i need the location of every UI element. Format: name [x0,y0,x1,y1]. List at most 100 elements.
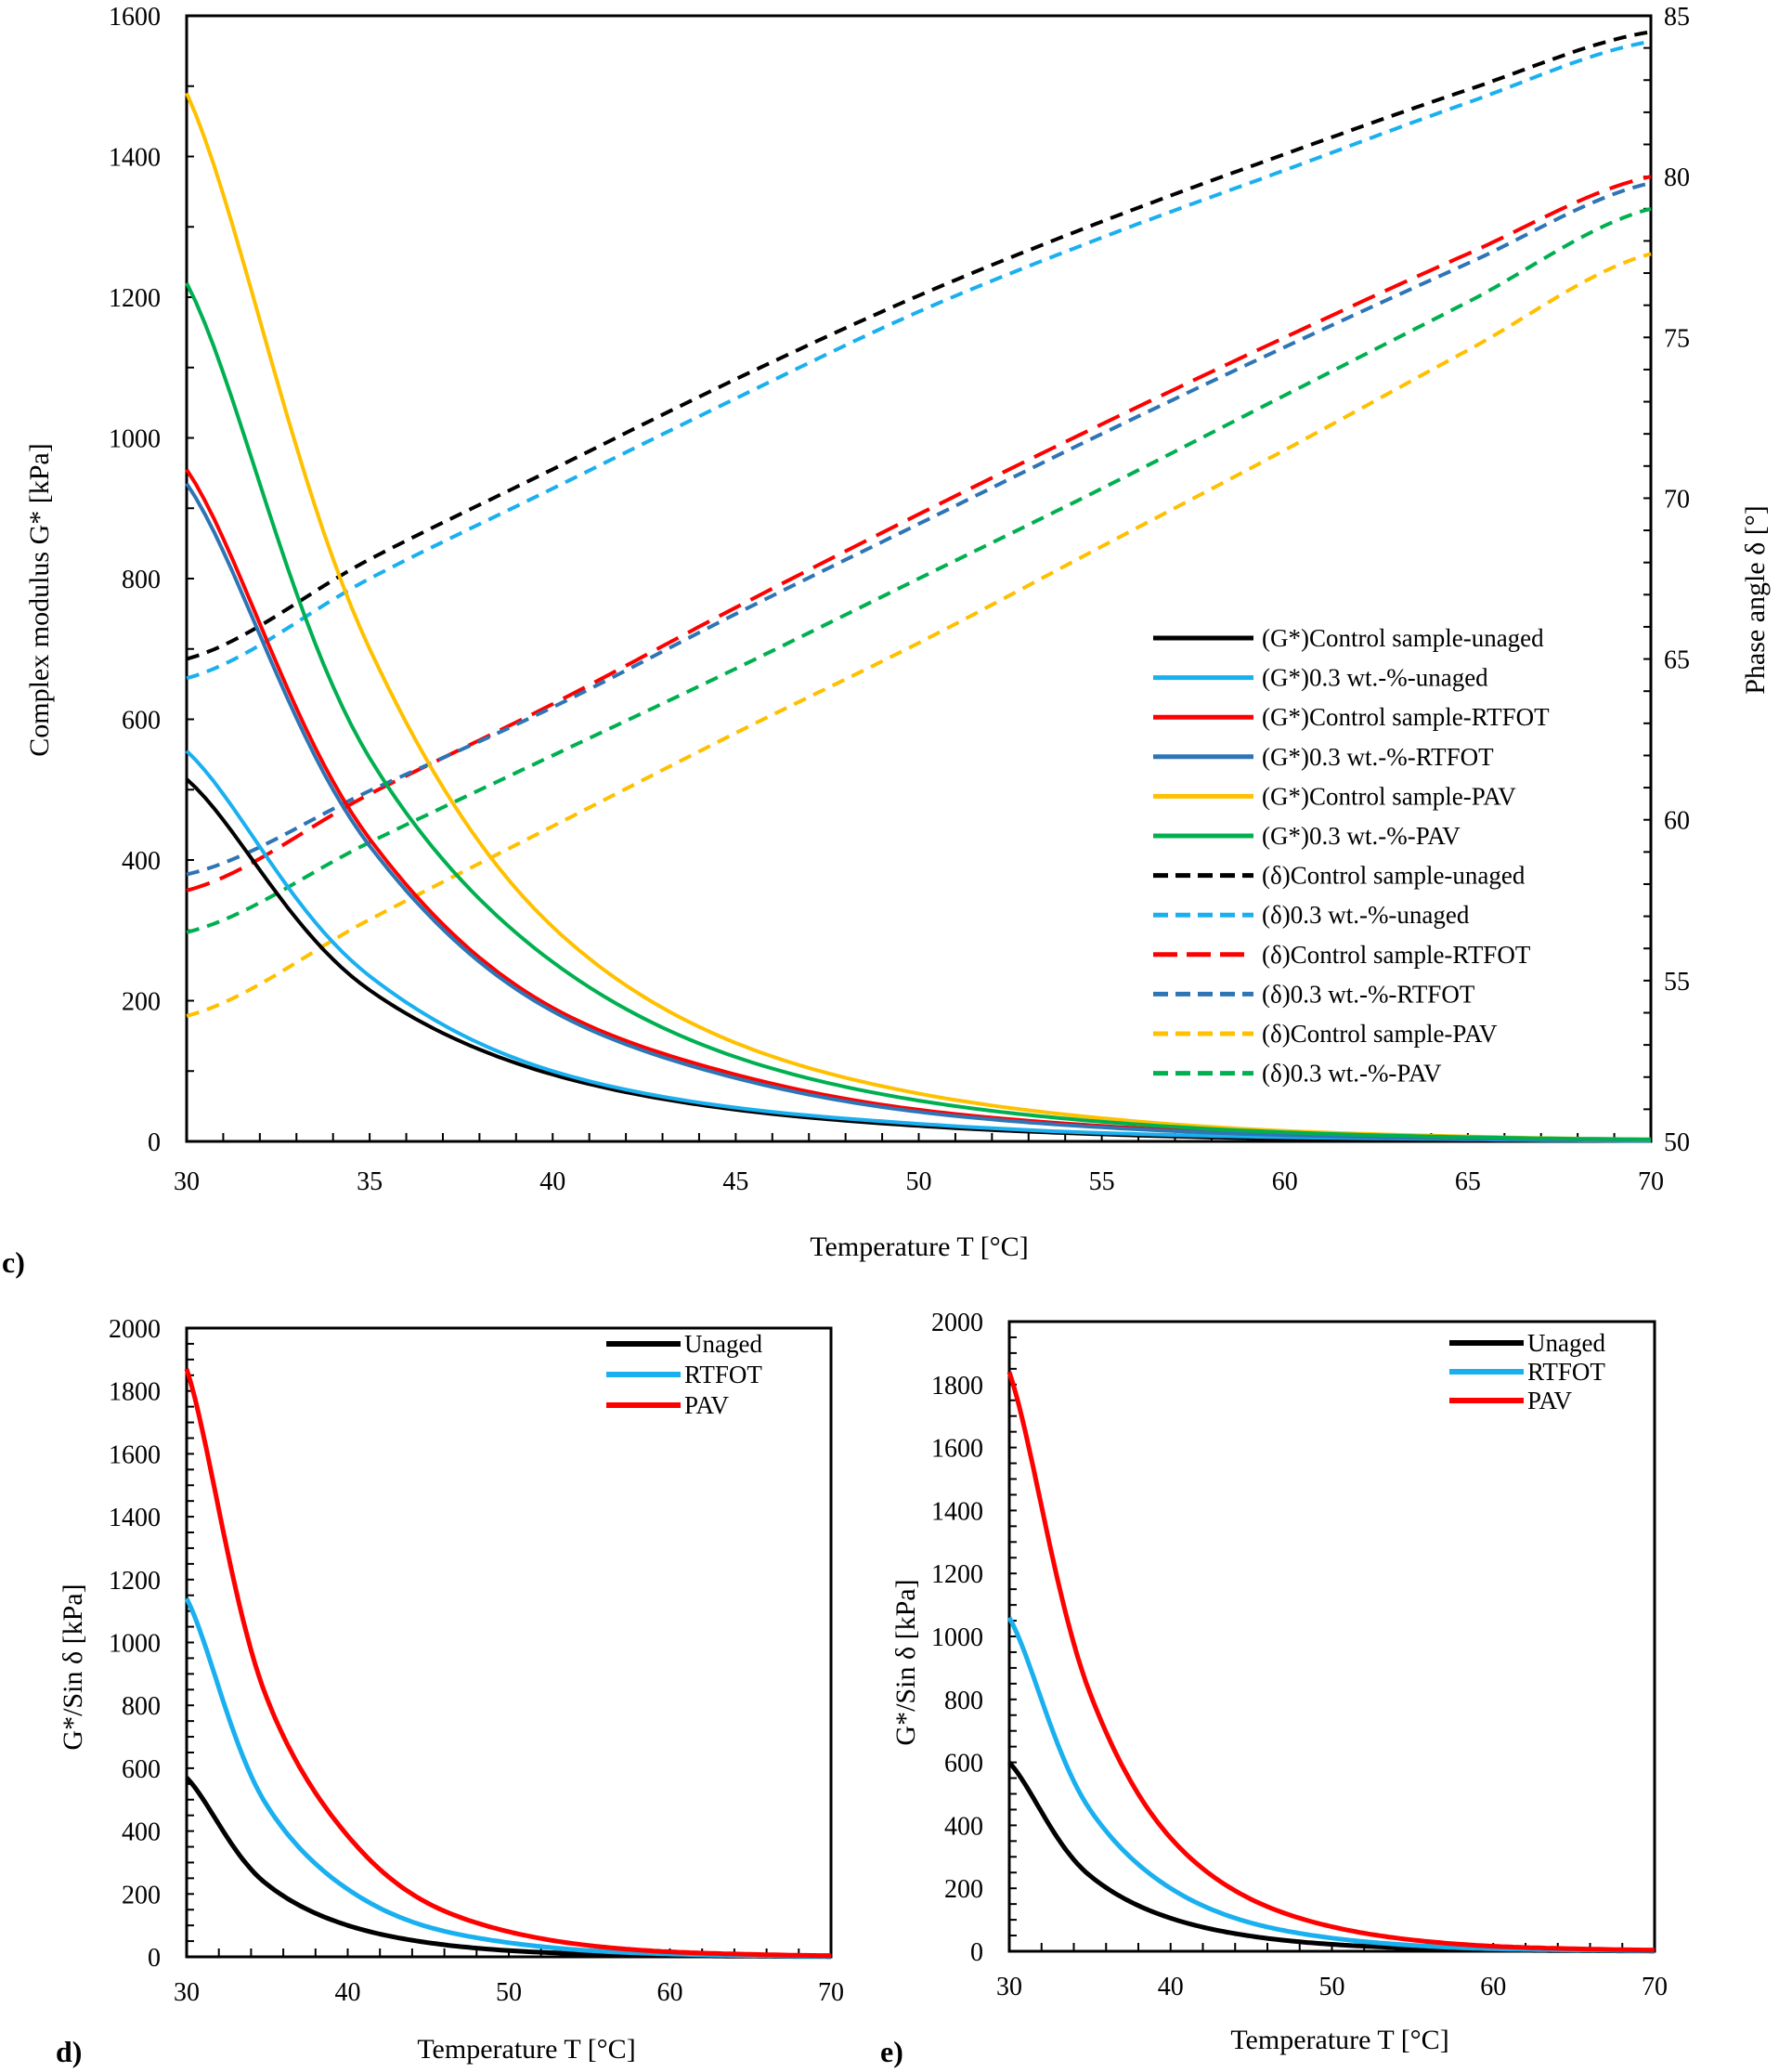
y-tick-label: 1200 [109,284,161,313]
plot-frame-d [185,1326,833,1959]
y2-tick-label: 65 [1664,646,1690,675]
series-line-6 [185,281,1651,1141]
x-tick-label: 65 [1455,1167,1481,1196]
y-axis-label: G*/Sin δ [kPa] [58,1583,88,1750]
x-tick-label: 40 [539,1167,565,1196]
series-line-8 [186,39,1652,681]
legend-label: Unaged [684,1330,762,1358]
y-tick-label: 400 [122,1818,161,1847]
y-tick-label: 800 [944,1687,983,1715]
series-line-1 [1007,1760,1655,1954]
y2-tick-label: 85 [1664,3,1690,32]
series-line-2 [1006,1616,1655,1953]
y-tick-label: 0 [148,1128,161,1157]
x-tick-label: 35 [357,1167,383,1196]
plot-frame-e [1007,1320,1656,1953]
y-tick-label: 1000 [931,1623,983,1652]
y-tick-label: 400 [122,847,161,876]
legend-label: (δ)0.3 wt.-%-PAV [1262,1060,1442,1088]
legend-label: (G*)0.3 wt.-%-unaged [1262,664,1488,692]
x-tick-label: 70 [818,1978,844,2007]
legend-label: (δ)Control sample-RTFOT [1262,941,1531,969]
y2-tick-label: 55 [1664,968,1690,997]
series-line-7 [186,30,1652,661]
x-tick-label: 45 [722,1167,748,1196]
series-line-3 [184,1368,831,1959]
x-tick-label: 70 [1638,1167,1664,1196]
legend-label: PAV [1527,1387,1573,1414]
legend-label: (G*)0.3 wt.-%-RTFOT [1262,743,1494,771]
legend-label: (G*)0.3 wt.-%-PAV [1262,822,1461,850]
x-axis-label: Temperature T [°C] [417,2034,635,2065]
legend-label: PAV [684,1391,730,1419]
y-tick-label: 400 [944,1812,983,1841]
y2-tick-label: 60 [1664,807,1690,836]
y2-axis-label: Phase angle δ [°] [1740,505,1771,695]
x-tick-label: 55 [1089,1167,1115,1196]
y-tick-label: 800 [122,566,161,594]
y-tick-label: 1200 [931,1560,983,1589]
y-tick-label: 2000 [931,1309,983,1337]
x-tick-label: 50 [906,1167,932,1196]
y2-tick-label: 75 [1664,324,1690,353]
legend-label: RTFOT [1527,1358,1605,1386]
x-axis-label: Temperature T [°C] [810,1231,1028,1262]
legend-label: (δ)0.3 wt.-%-RTFOT [1262,980,1475,1008]
y-tick-label: 1400 [931,1497,983,1526]
y-tick-label: 1200 [109,1567,161,1596]
y-tick-label: 200 [944,1875,983,1904]
y-tick-label: 0 [970,1938,983,1967]
y2-tick-label: 70 [1664,485,1690,514]
y-tick-label: 800 [122,1692,161,1721]
x-tick-label: 50 [1319,1973,1345,2001]
y-tick-label: 200 [122,988,161,1017]
y-tick-label: 600 [944,1750,983,1779]
panel-label: c) [2,1245,25,1279]
legend-label: (δ)0.3 wt.-%-unaged [1262,901,1470,929]
y2-tick-label: 50 [1664,1128,1690,1157]
legend-label: (δ)Control sample-PAV [1262,1020,1498,1048]
x-axis-label: Temperature T [°C] [1230,2025,1448,2055]
y-tick-label: 1600 [109,1440,161,1469]
y-tick-label: 1000 [109,1630,161,1659]
y-tick-label: 600 [122,707,161,736]
y-tick-label: 600 [122,1755,161,1784]
y-tick-label: 0 [148,1944,161,1973]
y-tick-label: 1000 [109,425,161,454]
x-tick-label: 60 [1480,1973,1506,2001]
legend-label: RTFOT [684,1361,762,1388]
series-line-2 [184,1597,831,1959]
y-axis-label: Complex modulus G* [kPa] [24,443,55,757]
y-tick-label: 1400 [109,1504,161,1532]
y-tick-label: 1800 [109,1378,161,1407]
y-tick-label: 200 [122,1881,161,1909]
x-tick-label: 30 [174,1978,200,2007]
legend-label: (G*)Control sample-unaged [1262,624,1544,652]
panel-label: d) [56,2035,82,2068]
series-line-9 [186,175,1652,893]
series-line-11 [186,252,1652,1018]
x-tick-label: 60 [657,1978,683,2007]
y-axis-label: G*/Sin δ [kPa] [890,1579,921,1745]
x-tick-label: 40 [335,1978,361,2007]
x-tick-label: 40 [1158,1973,1184,2001]
legend-label: (G*)Control sample-PAV [1262,782,1516,810]
panel-label: e) [880,2035,903,2068]
legend-label: (G*)Control sample-RTFOT [1262,703,1550,731]
x-tick-label: 50 [496,1978,522,2007]
series-line-12 [186,206,1652,934]
series-line-10 [186,181,1652,877]
x-tick-label: 70 [1642,1973,1668,2001]
x-tick-label: 30 [996,1973,1022,2001]
y-tick-label: 1600 [109,3,161,32]
x-tick-label: 30 [174,1167,200,1196]
y2-tick-label: 80 [1664,163,1690,192]
y-tick-label: 1600 [931,1435,983,1464]
y-tick-label: 2000 [109,1315,161,1344]
legend-label: Unaged [1527,1329,1605,1357]
series-line-3 [1006,1371,1655,1953]
y-tick-label: 1800 [931,1372,983,1401]
legend-label: (δ)Control sample-unaged [1262,862,1526,890]
